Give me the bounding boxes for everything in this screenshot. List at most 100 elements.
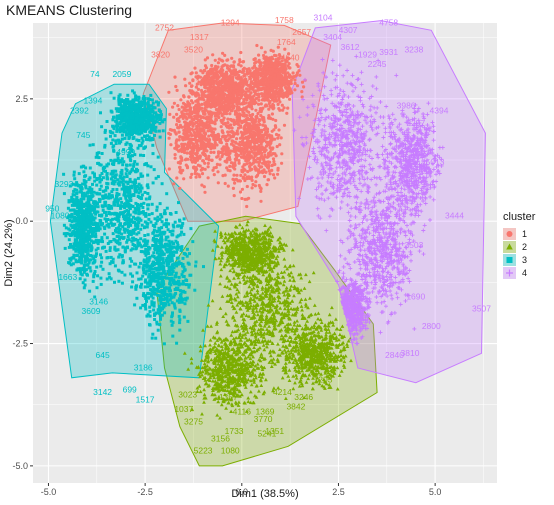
data-point [253, 167, 257, 171]
data-point [273, 124, 277, 128]
data-point [209, 133, 214, 137]
data-point [245, 117, 250, 121]
data-point [210, 127, 214, 131]
data-point [235, 137, 239, 141]
data-point [255, 123, 259, 127]
data-point [243, 173, 247, 177]
data-point [203, 101, 207, 105]
data-point [190, 84, 194, 88]
data-point [177, 116, 181, 120]
data-point [203, 89, 207, 94]
data-point [248, 167, 252, 171]
data-point [256, 111, 260, 116]
data-point [258, 145, 262, 150]
data-point [233, 167, 237, 171]
data-point [219, 125, 223, 129]
data-point [272, 99, 276, 103]
data-point [244, 159, 248, 163]
data-point [243, 163, 247, 167]
data-point [253, 57, 257, 61]
data-point [247, 136, 251, 140]
data-point [231, 69, 236, 73]
data-point [209, 150, 213, 154]
data-point [226, 100, 230, 104]
data-point [260, 128, 264, 132]
data-point [253, 61, 257, 65]
data-point [188, 115, 192, 119]
data-point [259, 83, 263, 87]
data-point [225, 142, 229, 146]
data-point [260, 151, 264, 155]
data-point [200, 102, 204, 106]
data-point [267, 94, 271, 98]
data-point [205, 115, 209, 119]
data-point [263, 50, 267, 54]
data-point [189, 150, 193, 154]
data-point [228, 112, 232, 116]
data-point [258, 86, 262, 91]
data-point [262, 76, 266, 80]
data-point [248, 143, 252, 147]
data-point [259, 189, 263, 193]
data-point [191, 137, 195, 141]
data-point [211, 88, 215, 92]
data-point [255, 173, 260, 177]
data-point [189, 146, 193, 150]
data-point [248, 164, 252, 168]
data-point [232, 60, 236, 64]
data-point [272, 128, 276, 132]
data-point [254, 180, 258, 184]
data-point [265, 104, 269, 108]
data-point [235, 129, 239, 133]
data-point [271, 86, 275, 90]
data-point [198, 118, 202, 122]
data-point [190, 92, 195, 96]
data-point [202, 112, 206, 116]
data-point [248, 113, 252, 117]
data-point [195, 91, 199, 95]
data-point [226, 58, 230, 62]
data-point [229, 161, 234, 165]
data-point [248, 105, 252, 109]
data-point [280, 63, 284, 67]
data-point [226, 184, 230, 188]
data-point [255, 85, 259, 89]
data-point [177, 107, 181, 112]
data-point [266, 160, 270, 164]
data-point [256, 156, 260, 161]
data-point [197, 108, 201, 112]
data-point [238, 60, 242, 64]
data-point [204, 122, 208, 126]
data-point [269, 141, 273, 145]
data-point [174, 84, 178, 89]
data-point [191, 143, 196, 147]
data-point [193, 134, 197, 138]
data-point [175, 176, 179, 180]
data-point [218, 150, 222, 154]
data-point [267, 107, 271, 111]
data-point [180, 135, 184, 139]
data-point [192, 159, 196, 163]
data-point [192, 131, 197, 135]
data-point [175, 88, 179, 92]
data-point [204, 108, 208, 112]
data-point [254, 108, 258, 112]
data-point [194, 71, 198, 75]
data-point [244, 146, 248, 150]
data-point [276, 172, 280, 176]
data-point [238, 190, 243, 194]
data-point [168, 128, 172, 132]
data-point [194, 166, 198, 170]
data-point [269, 89, 273, 93]
data-point [258, 64, 262, 68]
data-point [178, 148, 182, 152]
data-point [216, 154, 220, 158]
data-point [251, 137, 255, 141]
data-point [253, 144, 257, 148]
data-point [251, 182, 255, 187]
data-point [275, 86, 279, 91]
data-point [211, 130, 216, 134]
data-point [265, 67, 269, 71]
data-point [258, 186, 262, 190]
data-point [246, 139, 250, 143]
